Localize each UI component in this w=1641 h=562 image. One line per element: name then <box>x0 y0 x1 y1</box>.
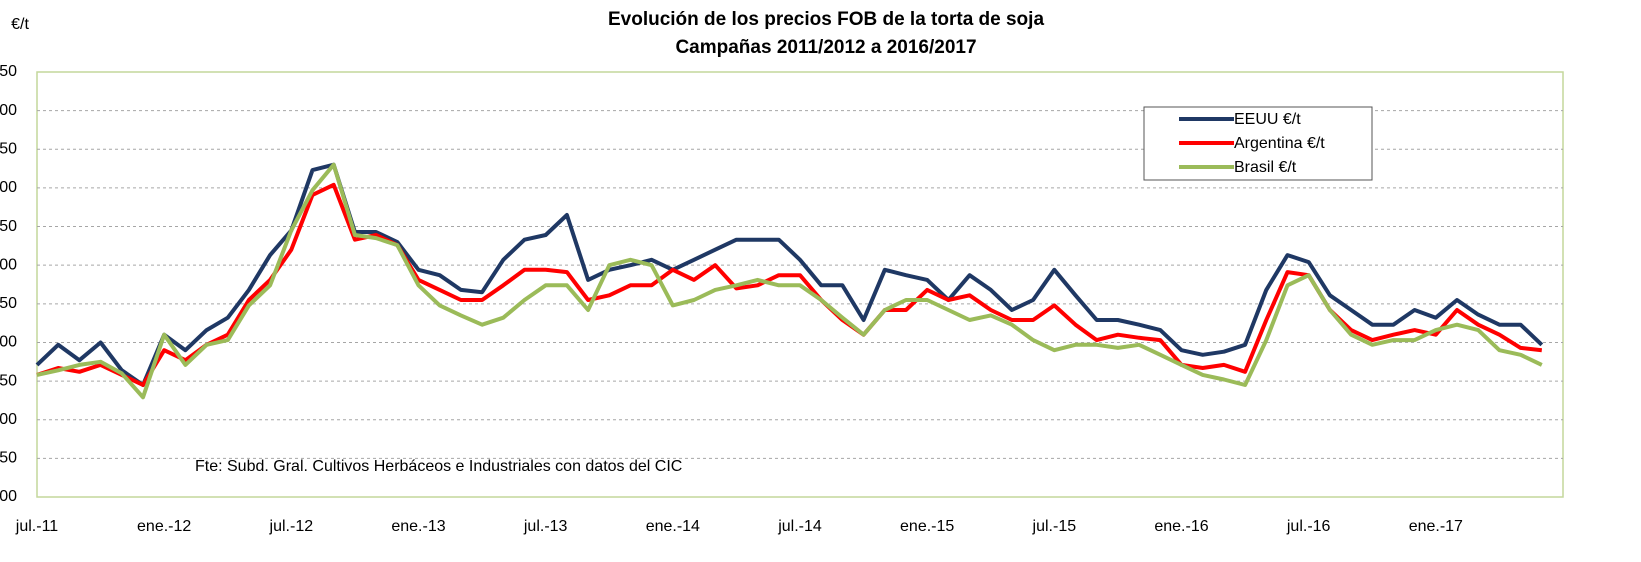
x-tick-label: jul.-11 <box>15 518 58 535</box>
y-tick-label: 650 <box>0 63 17 80</box>
x-tick-label: ene.-14 <box>646 518 700 535</box>
chart-subtitle: Campañas 2011/2012 a 2016/2017 <box>675 37 976 58</box>
legend-label: Brasil €/t <box>1234 159 1297 176</box>
x-tick-label: ene.-17 <box>1409 518 1463 535</box>
annotation: Fte: Subd. Gral. Cultivos Herbáceos e In… <box>195 458 682 475</box>
y-tick-label: 150 <box>0 450 17 467</box>
x-tick-label: ene.-13 <box>391 518 445 535</box>
series-line <box>36 162 1543 400</box>
legend-label: EEUU €/t <box>1234 111 1301 128</box>
y-tick-label: 400 <box>0 256 17 273</box>
chart-title: Evolución de los precios FOB de la torta… <box>608 9 1044 30</box>
y-tick-label: 450 <box>0 218 17 235</box>
y-tick-label: 500 <box>0 179 17 196</box>
x-tick-label: jul.-14 <box>777 518 822 535</box>
x-tick-label: ene.-12 <box>137 518 191 535</box>
x-tick-label: ene.-15 <box>900 518 954 535</box>
y-tick-label: 600 <box>0 102 17 119</box>
x-tick-label: jul.-13 <box>523 518 568 535</box>
y-tick-label: 100 <box>0 488 17 505</box>
y-tick-label: 250 <box>0 372 17 389</box>
x-tick-label: ene.-16 <box>1154 518 1208 535</box>
x-tick-label: jul.-15 <box>1032 518 1077 535</box>
plot-area <box>36 71 1564 498</box>
x-tick-label: jul.-16 <box>1286 518 1331 535</box>
legend-label: Argentina €/t <box>1234 135 1325 152</box>
y-axis-label: €/t <box>11 16 29 33</box>
y-tick-label: 350 <box>0 295 17 312</box>
x-tick-label: jul.-12 <box>269 518 314 535</box>
y-tick-label: 200 <box>0 411 17 428</box>
y-tick-label: 550 <box>0 140 17 157</box>
series-line <box>36 182 1543 387</box>
y-tick-label: 300 <box>0 334 17 351</box>
